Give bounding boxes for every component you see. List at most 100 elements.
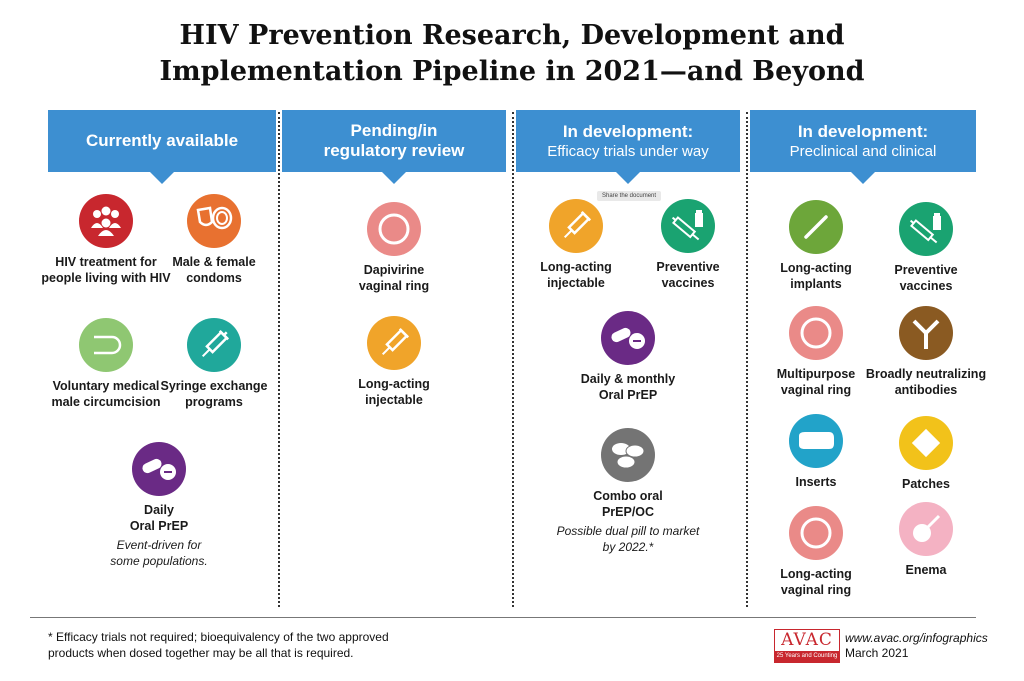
column-divider [278, 112, 280, 607]
people-group-icon [79, 194, 133, 248]
item-label: Long-acting [780, 567, 852, 581]
vaccine-icon [661, 199, 715, 253]
logo-name: AVAC [781, 630, 833, 650]
page-title: HIV Prevention Research, Development and… [0, 18, 1024, 90]
item-label: Daily [144, 503, 174, 517]
item-long-acting-injectable: Long-acting injectable [496, 199, 656, 291]
footnote-line: products when dosed together may be all … [48, 646, 354, 660]
item-label: injectable [547, 276, 605, 290]
vaginal-ring-icon [789, 306, 843, 360]
publication-date: March 2021 [845, 646, 909, 660]
item-long-acting-injectable: Long-acting injectable [314, 316, 474, 408]
item-label: male circumcision [51, 395, 161, 409]
item-multipurpose-ring: Multipurpose vaginal ring [736, 306, 896, 398]
column-heading: Currently available [85, 131, 239, 150]
title-line-1: HIV Prevention Research, Development and [179, 20, 845, 51]
syringe-icon [549, 199, 603, 253]
item-label: Dapivirine [363, 263, 425, 277]
column-divider [512, 112, 514, 607]
item-hiv-treatment: HIV treatment for people living with HIV [26, 194, 186, 286]
column-header: In development: Preclinical and clinical [750, 110, 976, 184]
column-heading: In development: [562, 121, 694, 141]
item-label: Enema [905, 563, 947, 577]
circumcision-icon [79, 318, 133, 372]
column-subheading: Preclinical and clinical [789, 142, 937, 160]
column-heading: regulatory review [323, 141, 465, 160]
footnote: * Efficacy trials not required; bioequiv… [48, 629, 408, 661]
item-label: injectable [365, 393, 423, 407]
enema-icon [899, 502, 953, 556]
item-label: programs [185, 395, 243, 409]
logo-tagline: 25 Years and Counting [775, 651, 839, 662]
item-label: Combo oral [593, 489, 663, 503]
item-label: Preventive [894, 263, 958, 277]
item-label: PrEP/OC [601, 505, 655, 519]
item-condoms: Male & female condoms [134, 194, 294, 286]
insert-icon [789, 414, 843, 468]
item-circumcision: Voluntary medical male circumcision [26, 318, 186, 410]
patch-icon [899, 416, 953, 470]
item-label: Male & female [172, 255, 256, 269]
website-link[interactable]: www.avac.org/infographics [845, 631, 988, 645]
implant-icon [789, 200, 843, 254]
item-syringe-exchange: Syringe exchange programs [134, 318, 294, 410]
item-label: Patches [902, 477, 950, 491]
column-efficacy-trials: In development: Efficacy trials under wa… [516, 110, 740, 610]
item-label: implants [790, 277, 842, 291]
item-label: Long-acting [780, 261, 852, 275]
syringe-icon [367, 316, 421, 370]
item-label: Oral PrEP [598, 388, 658, 402]
item-combo-oral-prep: Combo oral PrEP/OC Possible dual pill to … [548, 428, 708, 555]
item-note: Possible dual pill to market [556, 524, 700, 538]
item-label: Preventive [656, 260, 720, 274]
syringe-icon [187, 318, 241, 372]
column-currently-available: Currently available HIV treatment for peo… [41, 110, 276, 610]
item-label: vaccines [899, 279, 953, 293]
item-label: Broadly neutralizing [865, 367, 987, 381]
vaccine-icon [899, 202, 953, 256]
item-label: Long-acting [540, 260, 612, 274]
item-label: Syringe exchange [160, 379, 268, 393]
column-heading: In development: [797, 121, 929, 141]
item-broadly-neutralizing-antibodies: Broadly neutralizing antibodies [846, 306, 1006, 398]
footnote-line: * Efficacy trials not required; bioequiv… [48, 630, 389, 644]
column-subheading: Efficacy trials under way [547, 142, 709, 160]
item-note: Event-driven for [116, 538, 202, 552]
item-label: vaginal ring [780, 383, 852, 397]
item-label: Oral PrEP [129, 519, 189, 533]
avac-logo[interactable]: AVAC 25 Years and Counting [774, 629, 840, 663]
item-inserts: Inserts [736, 414, 896, 490]
combo-pills-icon [601, 428, 655, 482]
item-daily-monthly-oral-prep: Daily & monthly Oral PrEP [548, 311, 708, 403]
title-line-2: Implementation Pipeline in 2021—and Beyo… [159, 56, 865, 87]
column-header: In development: Efficacy trials under wa… [516, 110, 740, 184]
item-daily-oral-prep: Daily Oral PrEP Event-driven for some popu… [79, 442, 239, 569]
item-label: vaginal ring [780, 583, 852, 597]
item-note: by 2022.* [602, 540, 654, 554]
column-header: Currently available [48, 110, 276, 184]
item-note: some populations. [110, 554, 208, 568]
item-label: Long-acting [358, 377, 430, 391]
column-divider [746, 112, 748, 607]
item-label: HIV treatment for [55, 255, 157, 269]
column-header: Pending/in regulatory review [282, 110, 506, 184]
column-pending-review: Pending/in regulatory review Dapivirine v… [282, 110, 506, 610]
share-tooltip[interactable]: Share the document [597, 191, 662, 201]
pills-icon [601, 311, 655, 365]
item-dapivirine-ring: Dapivirine vaginal ring [314, 202, 474, 294]
item-label: Multipurpose [776, 367, 856, 381]
item-patches: Patches [846, 416, 1006, 492]
item-label: antibodies [894, 383, 958, 397]
item-label: vaccines [661, 276, 715, 290]
footer-divider [30, 617, 976, 618]
antibody-icon [899, 306, 953, 360]
column-heading: Pending/in [350, 121, 438, 140]
vaginal-ring-icon [789, 506, 843, 560]
item-enema: Enema [846, 502, 1006, 578]
item-preventive-vaccines: Preventive vaccines [846, 202, 1006, 294]
item-long-acting-implants: Long-acting implants [736, 200, 896, 292]
item-label: vaginal ring [358, 279, 430, 293]
condoms-icon [187, 194, 241, 248]
item-long-acting-ring: Long-acting vaginal ring [736, 506, 896, 598]
item-label: people living with HIV [41, 271, 171, 285]
